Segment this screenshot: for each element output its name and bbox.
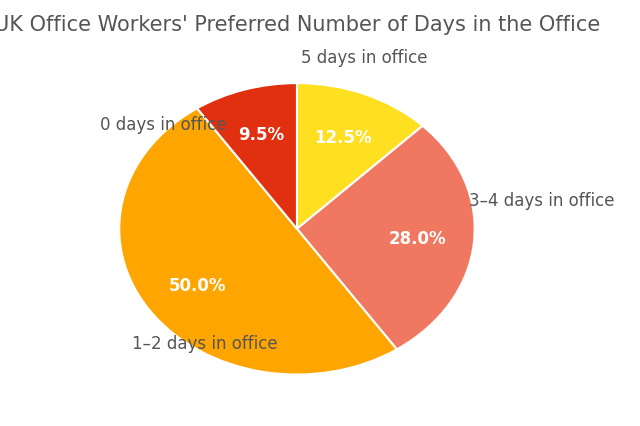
Text: 1–2 days in office: 1–2 days in office <box>132 334 277 352</box>
Title: UK Office Workers' Preferred Number of Days in the Office: UK Office Workers' Preferred Number of D… <box>0 15 600 35</box>
Wedge shape <box>297 127 475 350</box>
Text: 5 days in office: 5 days in office <box>301 49 428 67</box>
Text: 28.0%: 28.0% <box>388 230 446 248</box>
Wedge shape <box>297 84 422 229</box>
Text: 0 days in office: 0 days in office <box>100 115 227 134</box>
Wedge shape <box>197 84 297 229</box>
Text: 50.0%: 50.0% <box>168 276 226 294</box>
Text: 9.5%: 9.5% <box>238 126 285 144</box>
Text: 12.5%: 12.5% <box>314 129 372 147</box>
Text: 3–4 days in office: 3–4 days in office <box>470 191 615 209</box>
Wedge shape <box>119 109 397 375</box>
